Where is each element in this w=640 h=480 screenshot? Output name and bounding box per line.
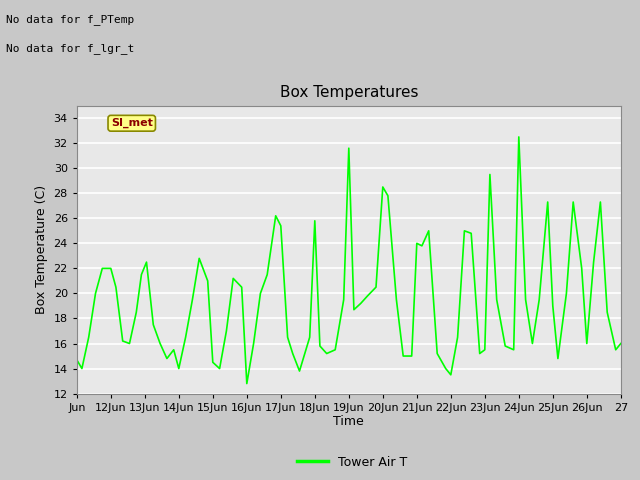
Legend: Tower Air T: Tower Air T	[292, 451, 412, 474]
Text: SI_met: SI_met	[111, 118, 153, 128]
Y-axis label: Box Temperature (C): Box Temperature (C)	[35, 185, 48, 314]
X-axis label: Time: Time	[333, 415, 364, 429]
Text: No data for f_PTemp: No data for f_PTemp	[6, 14, 134, 25]
Text: No data for f_lgr_t: No data for f_lgr_t	[6, 43, 134, 54]
Title: Box Temperatures: Box Temperatures	[280, 85, 418, 100]
